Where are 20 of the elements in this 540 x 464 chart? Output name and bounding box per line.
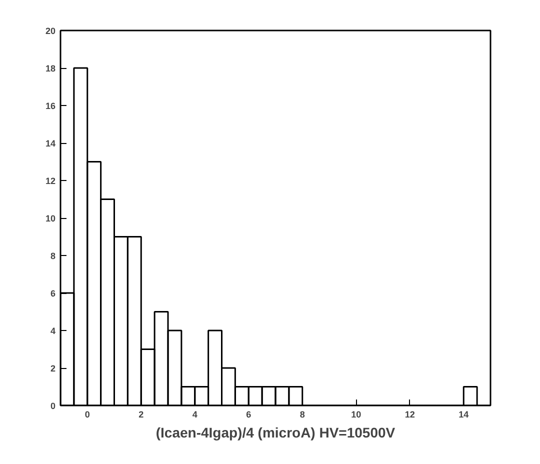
x-tick-label: 6 (246, 410, 252, 420)
y-tick-label: 0 (50, 401, 56, 411)
y-tick-label: 4 (50, 326, 56, 336)
x-tick-label: 4 (192, 410, 198, 420)
y-tick-label: 18 (45, 64, 56, 74)
y-tick-label: 8 (50, 251, 56, 261)
x-tick-label: 2 (138, 410, 144, 420)
x-tick-label: 14 (458, 410, 469, 420)
y-tick-label: 6 (50, 288, 56, 298)
y-tick-label: 10 (45, 214, 56, 224)
x-tick-label: 8 (300, 410, 305, 420)
x-tick-label: 0 (84, 410, 90, 420)
y-tick-label: 14 (45, 138, 56, 148)
x-axis-title: (Icaen-4Igap)/4 (microA) HV=10500V (156, 424, 396, 440)
y-tick-label: 12 (45, 176, 56, 186)
x-tick-label: 10 (351, 410, 362, 420)
y-tick-label: 16 (45, 101, 56, 111)
x-tick-label: 12 (404, 410, 415, 420)
y-tick-label: 2 (50, 364, 56, 374)
y-tick-label: 20 (45, 26, 56, 36)
